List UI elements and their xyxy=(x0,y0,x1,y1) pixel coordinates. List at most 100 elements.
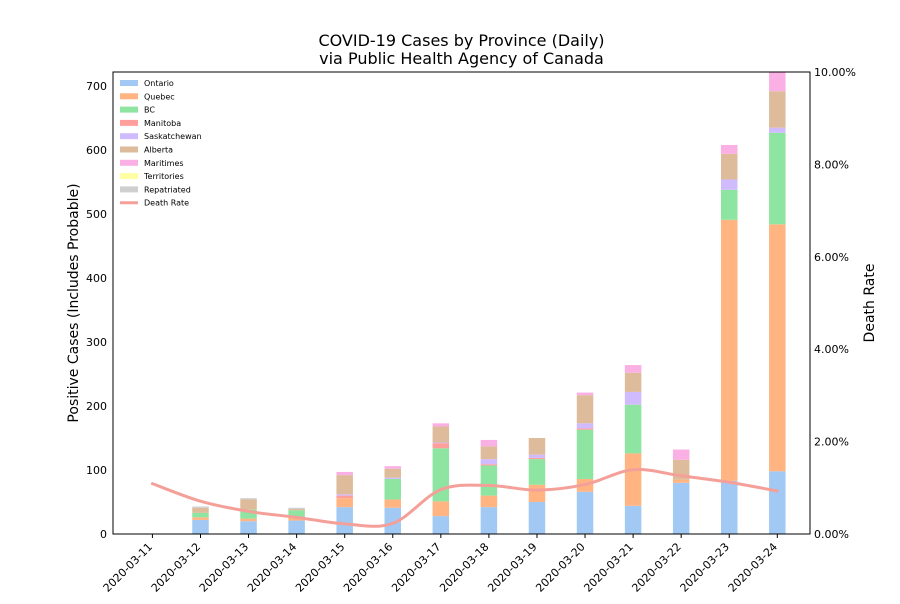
bar-alberta-2020-03-16 xyxy=(384,468,402,478)
bar-maritimes-2020-03-18 xyxy=(480,439,498,447)
bar-ontario-2020-03-20 xyxy=(576,491,594,534)
bar-maritimes-2020-03-21 xyxy=(624,365,642,373)
x-tick-label-2020-03-11: 2020-03-11 xyxy=(101,540,155,594)
bar-maritimes-2020-03-16 xyxy=(384,466,402,469)
legend-swatch-manitoba xyxy=(120,119,138,126)
legend-label-territories: Territories xyxy=(143,172,184,181)
legend-label-manitoba: Manitoba xyxy=(144,119,181,128)
bar-saskatchewan-2020-03-17 xyxy=(432,442,450,444)
x-tick-label-2020-03-19: 2020-03-19 xyxy=(485,540,539,594)
bar-alberta-2020-03-12 xyxy=(192,507,209,513)
bar-ontario-2020-03-23 xyxy=(720,480,738,534)
bar-bc-2020-03-24 xyxy=(769,132,786,225)
bar-alberta-2020-03-21 xyxy=(624,372,642,392)
legend-label-alberta: Alberta xyxy=(144,146,173,155)
y-tick-label-300: 300 xyxy=(86,336,107,349)
bar-alberta-2020-03-23 xyxy=(720,153,738,180)
bar-alberta-2020-03-24 xyxy=(769,91,786,128)
death-rate-line xyxy=(150,468,779,528)
y-tick-label-500: 500 xyxy=(86,208,107,221)
bar-ontario-2020-03-19 xyxy=(528,502,546,534)
y2-tick-label-8.00%: 8.00% xyxy=(814,158,849,171)
legend-swatch-saskatchewan xyxy=(120,133,138,140)
x-tick-label-2020-03-13: 2020-03-13 xyxy=(197,540,251,594)
bar-saskatchewan-2020-03-23 xyxy=(720,179,738,190)
y-tick-label-100: 100 xyxy=(86,464,107,477)
bar-saskatchewan-2020-03-18 xyxy=(480,459,498,465)
x-tick-label-2020-03-21: 2020-03-21 xyxy=(581,540,635,594)
bar-maritimes-2020-03-17 xyxy=(432,423,450,427)
bar-manitoba-2020-03-18 xyxy=(480,464,498,466)
bar-quebec-2020-03-13 xyxy=(240,518,257,522)
bar-quebec-2020-03-16 xyxy=(384,499,402,508)
bar-alberta-2020-03-17 xyxy=(432,426,450,443)
plot-frame xyxy=(112,71,811,535)
x-tick-label-2020-03-12: 2020-03-12 xyxy=(149,540,203,594)
y2-tick-label-0.00%: 0.00% xyxy=(814,528,849,541)
y2-tick-label-2.00%: 2.00% xyxy=(814,436,849,449)
x-tick-label-2020-03-16: 2020-03-16 xyxy=(341,540,395,594)
bar-manitoba-2020-03-19 xyxy=(528,457,546,460)
legend-label-saskatchewan: Saskatchewan xyxy=(144,132,202,141)
bar-manitoba-2020-03-15 xyxy=(336,495,353,499)
bar-saskatchewan-2020-03-16 xyxy=(384,477,402,479)
bar-maritimes-2020-03-20 xyxy=(576,392,594,396)
bar-saskatchewan-2020-03-19 xyxy=(528,454,546,458)
bar-alberta-2020-03-15 xyxy=(336,475,353,495)
bar-bc-2020-03-18 xyxy=(480,465,498,496)
bar-repatriated-2020-03-12 xyxy=(192,506,209,508)
bar-quebec-2020-03-24 xyxy=(769,224,786,472)
bar-alberta-2020-03-13 xyxy=(240,499,257,510)
y-tick-label-0: 0 xyxy=(100,528,107,541)
x-tick-label-2020-03-23: 2020-03-23 xyxy=(678,540,732,594)
bar-quebec-2020-03-17 xyxy=(432,501,450,517)
bar-ontario-2020-03-18 xyxy=(480,507,498,534)
bar-ontario-2020-03-21 xyxy=(624,505,642,534)
bar-ontario-2020-03-12 xyxy=(192,519,209,534)
legend-swatch-quebec xyxy=(120,93,138,100)
legend-swatch-territories xyxy=(120,173,138,180)
bar-repatriated-2020-03-14 xyxy=(288,507,305,510)
bar-bc-2020-03-21 xyxy=(624,404,642,454)
legend-label-ontario: Ontario xyxy=(144,79,174,88)
legend-label-quebec: Quebec xyxy=(144,92,175,101)
chart-subtitle: via Public Health Agency of Canada xyxy=(319,49,604,68)
legend-label-maritimes: Maritimes xyxy=(144,159,184,168)
bar-saskatchewan-2020-03-24 xyxy=(769,127,786,133)
legend-swatch-ontario xyxy=(120,80,138,86)
plot-area: 0 100 200 300 400 500 600 700 0.00% 2.00% 4.00% 6.0… xyxy=(86,66,856,595)
y2-tick-label-10.00%: 10.00% xyxy=(814,66,856,79)
bar-quebec-2020-03-23 xyxy=(720,219,738,481)
bar-alberta-2020-03-14 xyxy=(288,509,305,511)
y-tick-label-200: 200 xyxy=(86,400,107,413)
x-tick-label-2020-03-22: 2020-03-22 xyxy=(629,540,683,594)
bar-repatriated-2020-03-13 xyxy=(240,498,257,500)
bar-quebec-2020-03-12 xyxy=(192,517,209,520)
legend-swatch-repatriated xyxy=(120,186,138,193)
x-tick-label-2020-03-24: 2020-03-24 xyxy=(726,540,780,594)
bar-alberta-2020-03-20 xyxy=(576,395,594,424)
bar-maritimes-2020-03-15 xyxy=(336,471,353,476)
bar-quebec-2020-03-19 xyxy=(528,484,546,503)
bar-quebec-2020-03-18 xyxy=(480,495,498,508)
bar-maritimes-2020-03-24 xyxy=(769,72,786,92)
y2-tick-label-4.00%: 4.00% xyxy=(814,343,849,356)
chart-title: COVID-19 Cases by Province (Daily) xyxy=(318,31,604,50)
bar-bc-2020-03-13 xyxy=(240,509,257,519)
bar-ontario-2020-03-13 xyxy=(240,521,257,534)
bar-bc-2020-03-19 xyxy=(528,459,546,485)
bar-quebec-2020-03-15 xyxy=(336,498,353,508)
x-tick-label-2020-03-15: 2020-03-15 xyxy=(293,540,347,594)
legend-swatch-alberta xyxy=(120,146,138,153)
bar-ontario-2020-03-17 xyxy=(432,516,450,534)
bar-ontario-2020-03-16 xyxy=(384,507,402,534)
y-tick-label-600: 600 xyxy=(86,144,107,157)
bar-ontario-2020-03-15 xyxy=(336,507,353,534)
x-tick-label-2020-03-17: 2020-03-17 xyxy=(389,540,443,594)
bar-alberta-2020-03-18 xyxy=(480,446,498,460)
legend: Ontario Quebec BC Manitoba Saskatchewan Alber… xyxy=(120,79,202,208)
bar-saskatchewan-2020-03-15 xyxy=(336,494,353,496)
bar-bc-2020-03-20 xyxy=(576,429,594,479)
